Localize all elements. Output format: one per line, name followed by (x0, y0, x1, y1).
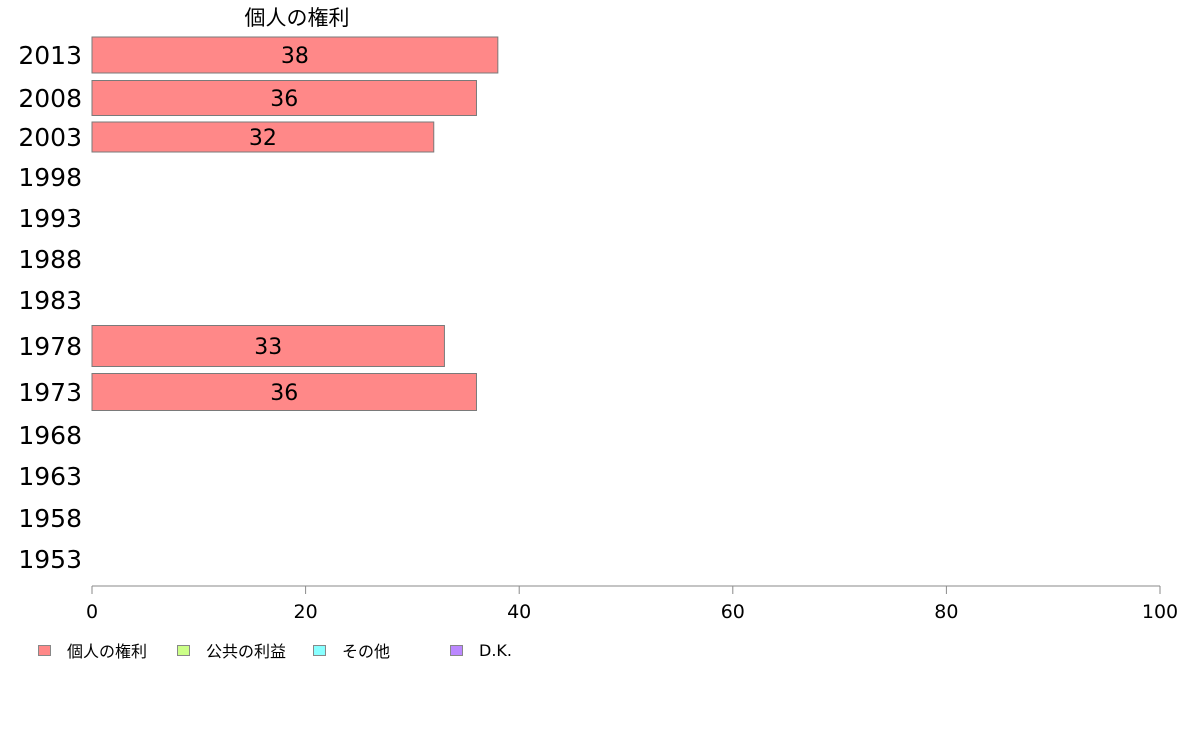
bar (91, 325, 445, 367)
category-label: 1958 (18, 504, 82, 533)
bar (91, 36, 499, 74)
legend-label-other: その他 (342, 642, 391, 661)
category-label: 1953 (18, 545, 82, 574)
category-label: 1998 (18, 163, 82, 192)
bar-value-label: 36 (270, 381, 298, 406)
legend-label-individual-rights: 個人の権利 (67, 642, 148, 661)
category-label: 2008 (18, 84, 82, 113)
x-tick-label: 20 (294, 601, 318, 623)
legend-swatch-dk (450, 644, 463, 656)
bar (91, 373, 477, 411)
bar-value-label: 33 (254, 335, 282, 360)
legend-item-dk: D.K. (450, 640, 512, 660)
category-label: 2003 (18, 123, 82, 152)
x-tick-label: 60 (721, 601, 745, 623)
legend-label-dk: D.K. (479, 640, 512, 660)
x-tick-label: 80 (934, 601, 958, 623)
bar (91, 121, 435, 153)
category-label: 2013 (18, 41, 82, 70)
bar (91, 80, 477, 116)
legend-item-public-interest: 公共の利益 (177, 640, 287, 661)
x-tick-label: 0 (86, 601, 98, 623)
category-label: 1968 (18, 421, 82, 450)
legend-swatch-individual-rights (38, 644, 51, 656)
category-label: 1963 (18, 462, 82, 491)
legend-label-public-interest: 公共の利益 (206, 642, 287, 661)
category-label: 1978 (18, 332, 82, 361)
legend-item-other: その他 (313, 640, 391, 661)
legend-swatch-public-interest (177, 644, 190, 656)
legend-swatch-other (313, 644, 326, 656)
category-label: 1993 (18, 204, 82, 233)
x-tick-label: 100 (1142, 601, 1178, 623)
x-tick-label: 40 (507, 601, 531, 623)
bar-value-label: 38 (281, 44, 309, 69)
bar-value-label: 36 (270, 87, 298, 112)
category-label: 1983 (18, 286, 82, 315)
legend-item-individual-rights: 個人の権利 (38, 640, 148, 661)
category-label: 1988 (18, 245, 82, 274)
chart-title: 個人の権利 (245, 6, 350, 30)
bar-value-label: 32 (249, 126, 277, 151)
category-label: 1973 (18, 378, 82, 407)
